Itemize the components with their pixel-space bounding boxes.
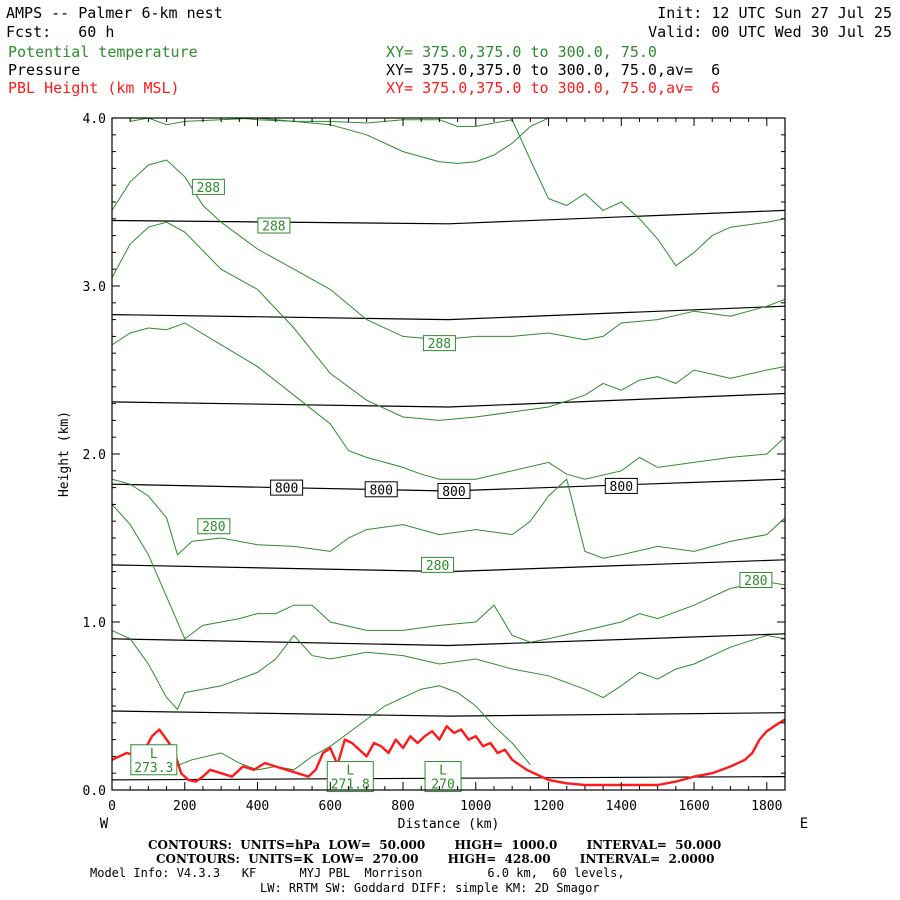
field-theta-xy: XY= 375.0,375.0 to 300.0, 75.0: [386, 43, 657, 61]
low-marker-box: [130, 744, 178, 776]
forecast-hour: Fcst: 60 h: [6, 23, 115, 41]
pbl-height-line: [112, 718, 785, 787]
y-tick-label: 1.0: [83, 616, 106, 631]
isentrope-line: [239, 118, 549, 164]
pbl-height-layer: [112, 718, 785, 787]
x-tick-label: 600: [319, 799, 342, 814]
isobar-label-box: [364, 481, 398, 498]
isentrope-label: 288: [262, 220, 285, 235]
x-tick-label: 1600: [678, 799, 709, 814]
isentrope-label-box: [739, 572, 773, 588]
y-tick-label: 2.0: [83, 448, 106, 463]
isobar-label: 800: [610, 480, 633, 495]
isobar-label: 800: [369, 483, 392, 498]
isentrope-line: [112, 478, 785, 559]
isentrope-label-box: [197, 518, 231, 535]
isobar-line: [112, 305, 785, 321]
isentrope-label-box: [257, 217, 291, 234]
isentrope-label: 280: [202, 520, 225, 535]
isentrope-line: [112, 504, 785, 643]
y-axis-title: Height (km): [57, 411, 72, 497]
pressure-contour-info: CONTOURS: UNITS=hPa LOW= 50.000 HIGH= 10…: [148, 838, 722, 852]
isentrope-line: [112, 322, 785, 480]
isentrope-line: [112, 159, 785, 341]
x-tick-label: 1000: [460, 799, 491, 814]
field-pbl-xy: XY= 375.0,375.0 to 300.0, 75.0,av= 6: [386, 79, 721, 97]
init-time: Init: 12 UTC Sun 27 Jul 25: [657, 4, 892, 22]
isentrope-line: [112, 629, 785, 711]
isentrope-label-box: [422, 335, 456, 352]
low-marker-box: [424, 761, 462, 793]
isobar-label-box: [437, 482, 471, 499]
low-marker-value: 270: [431, 778, 454, 793]
low-marker-value: 271.8: [331, 778, 370, 793]
low-marker-letter: L: [346, 764, 354, 779]
isentrope-label: 288: [197, 181, 220, 196]
x-axis-title: Distance (km): [398, 817, 500, 832]
isobar-line: [112, 710, 785, 717]
x-tick-label: 0: [108, 799, 116, 814]
isentrope-line: [166, 685, 531, 771]
isobar-label: 800: [275, 482, 298, 497]
east-label: E: [800, 816, 808, 832]
low-marker-box: [326, 761, 374, 793]
isentrope-label-box: [191, 178, 225, 195]
y-tick-label: 0.0: [83, 784, 106, 799]
isobar-label-box: [604, 477, 638, 494]
field-pressure-xy: XY= 375.0,375.0 to 300.0, 75.0,av= 6: [386, 61, 721, 79]
plot-title: AMPS -- Palmer 6-km nest: [6, 4, 223, 22]
isentrope-label: 280: [426, 559, 449, 574]
physics-info: LW: RRTM SW: Goddard DIFF: simple KM: 2D…: [260, 881, 600, 895]
field-pressure-name: Pressure: [8, 61, 81, 79]
x-tick-label: 1800: [751, 799, 782, 814]
y-tick-label: 3.0: [83, 280, 106, 295]
model-info: Model Info: V4.3.3 KF MYJ PBL Morrison 6…: [90, 866, 625, 880]
theta-contour-info: CONTOURS: UNITS=K LOW= 270.00 HIGH= 428.…: [156, 852, 715, 866]
valid-time: Valid: 00 UTC Wed 30 Jul 25: [648, 23, 892, 41]
x-tick-label: 1200: [533, 799, 564, 814]
low-marker-letter: L: [150, 747, 158, 762]
theta-isentropes: [112, 118, 785, 771]
x-tick-label: 400: [246, 799, 269, 814]
axes: 0 200 400 600 800 1000 1200 1400 1600 1800 0.0 1.0 2…: [57, 112, 808, 832]
isentrope-label: 288: [428, 337, 451, 352]
isentrope-label-box: [421, 556, 455, 573]
low-marker-letter: L: [439, 764, 447, 779]
x-tick-label: 1400: [606, 799, 637, 814]
low-marker-value: 273.3: [134, 761, 173, 776]
isentrope-label: 280: [744, 574, 767, 589]
isentrope-line: [130, 118, 785, 267]
field-theta-name: Potential temperature: [8, 43, 198, 61]
x-tick-label: 200: [173, 799, 196, 814]
isobar-label-box: [270, 479, 304, 496]
west-label: W: [100, 816, 109, 832]
isobar-line: [112, 209, 785, 225]
isobar-line: [112, 392, 785, 408]
x-tick-label: 800: [391, 799, 414, 814]
isobar-line: [112, 633, 785, 647]
field-pbl-name: PBL Height (km MSL): [8, 79, 180, 97]
y-tick-label: 4.0: [83, 112, 106, 127]
isentrope-line: [112, 221, 785, 421]
isobar-label: 800: [442, 485, 465, 500]
